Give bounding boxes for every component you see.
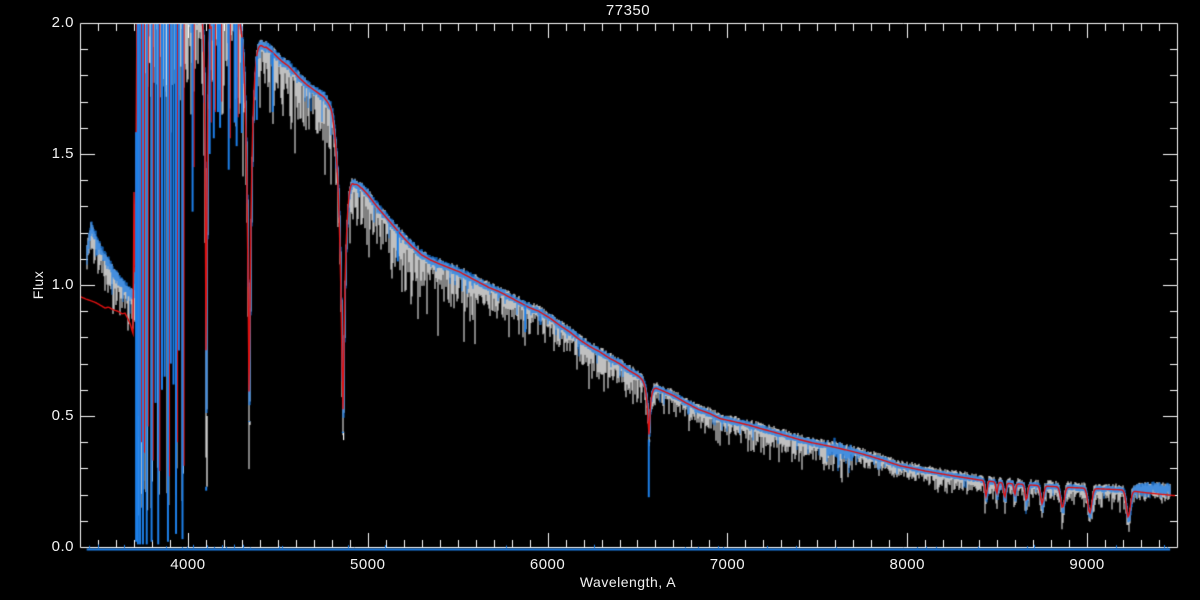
x-tick-label: 4000: [170, 556, 206, 573]
x-tick-label: 7000: [709, 556, 746, 573]
x-tick-label: 5000: [350, 556, 386, 573]
x-tick-label: 9000: [1069, 556, 1105, 573]
x-tick-label: 6000: [529, 556, 566, 573]
y-tick-label: 0.5: [51, 407, 74, 424]
x-axis-label: Wavelength, A: [579, 574, 677, 590]
x-tick-label: 8000: [889, 556, 925, 573]
y-tick-label: 2.0: [51, 14, 74, 31]
chart-title: 77350: [605, 2, 651, 19]
y-tick-label: 0.0: [51, 538, 74, 555]
y-tick-label: 1.5: [51, 145, 74, 162]
y-tick-label: 1.0: [51, 276, 74, 293]
